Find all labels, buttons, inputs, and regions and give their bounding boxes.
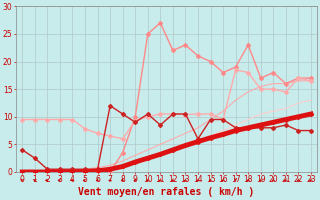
X-axis label: Vent moyen/en rafales ( km/h ): Vent moyen/en rafales ( km/h ) — [78, 187, 255, 197]
